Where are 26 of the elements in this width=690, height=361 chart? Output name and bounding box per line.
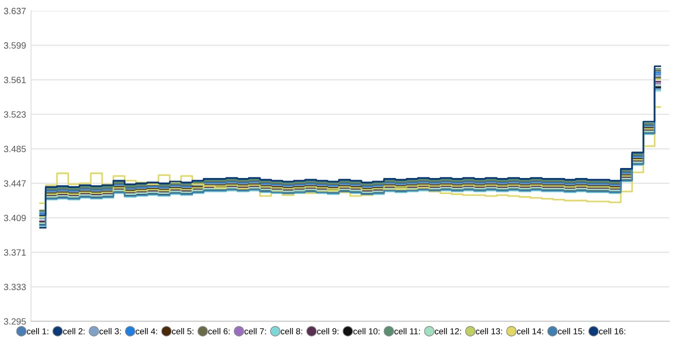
y-tick-label: 3.599 <box>4 42 26 49</box>
legend-label: cell 12: <box>434 328 461 334</box>
legend-label: cell 8: <box>280 328 302 334</box>
legend-label: cell 1: <box>26 328 48 334</box>
y-tick-label: 3.485 <box>4 146 26 152</box>
legend-label: cell 6: <box>208 328 230 334</box>
legend-label: cell 11: <box>394 328 420 334</box>
y-tick-label: 3.523 <box>4 111 26 118</box>
y-tick-label: 3.371 <box>4 249 26 256</box>
legend-label: cell 13: <box>476 328 502 334</box>
legend-label: cell 3: <box>99 328 121 334</box>
y-tick-label: 3.447 <box>4 180 26 187</box>
y-tick-label: 3.637 <box>4 8 26 14</box>
legend-label: cell 14: <box>516 328 544 334</box>
legend-label: cell 7: <box>244 328 266 334</box>
legend-label: cell 4: <box>136 328 158 334</box>
legend-label: cell 15: <box>558 328 584 334</box>
y-tick-label: 3.295 <box>4 318 26 325</box>
y-tick-label: 3.561 <box>4 76 26 84</box>
legend-label: cell 16: <box>599 328 626 334</box>
y-tick-label: 3.333 <box>4 284 26 290</box>
legend-label: cell 5: <box>172 328 194 334</box>
legend-label: cell 9: <box>317 328 338 334</box>
legend-label: cell 10: <box>353 328 380 334</box>
legend-label: cell 2: <box>63 328 85 334</box>
y-tick-label: 3.409 <box>4 214 26 222</box>
